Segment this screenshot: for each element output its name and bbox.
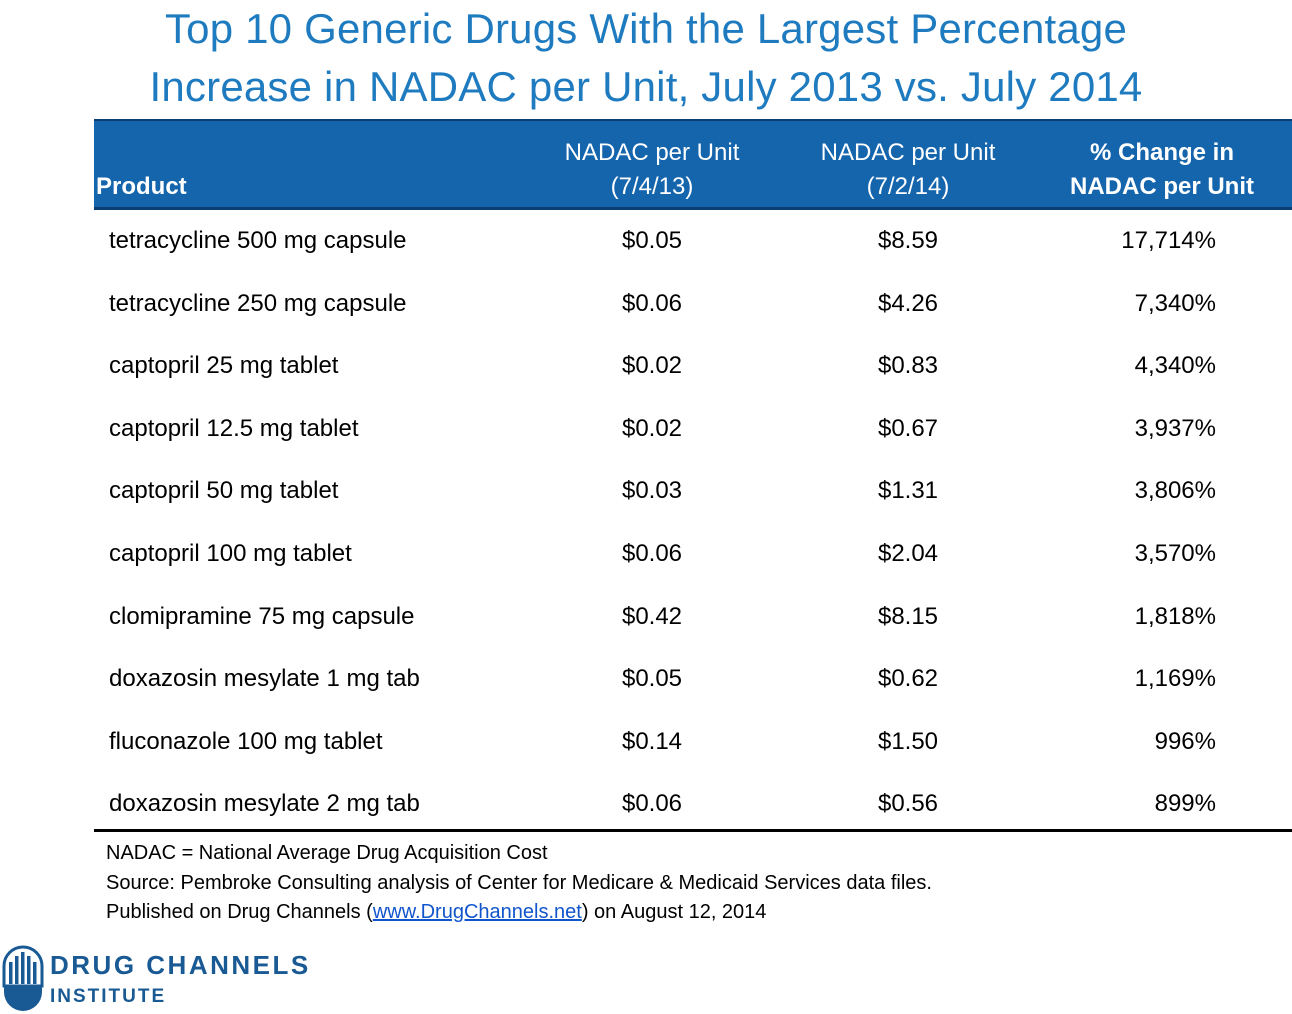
cell-nadac-2014: $8.15 (877, 602, 939, 630)
cell-nadac-2013: $0.06 (621, 289, 683, 317)
table-row: doxazosin mesylate 2 mg tab $0.06 $0.56 … (94, 773, 1292, 836)
cell-percent-change: 17,714% (1121, 227, 1216, 254)
cell-percent-change: 996% (1154, 727, 1216, 755)
definition-note: NADAC = National Average Drug Acquisitio… (106, 842, 548, 864)
header-nadac-2013: NADAC per Unit (7/4/13) (564, 139, 740, 200)
footnotes: NADAC = National Average Drug Acquisitio… (106, 839, 932, 928)
logo-subtitle: INSTITUTE (50, 986, 167, 1007)
cell-nadac-2013: $0.05 (621, 227, 683, 254)
cell-product: captopril 50 mg tablet (109, 477, 339, 505)
table-header: Product NADAC per Unit (7/4/13) NADAC pe… (94, 119, 1292, 210)
cell-percent-change: 1,169% (1134, 665, 1216, 693)
table-row: clomipramine 75 mg capsule $0.42 $8.15 1… (94, 586, 1292, 649)
cell-percent-change: 7,340% (1134, 289, 1216, 317)
cell-nadac-2013: $0.06 (621, 539, 683, 567)
cell-product: clomipramine 75 mg capsule (109, 602, 415, 630)
cell-product: captopril 100 mg tablet (109, 539, 352, 567)
cell-nadac-2013: $0.02 (621, 352, 683, 380)
cell-percent-change: 1,818% (1134, 602, 1216, 630)
cell-nadac-2014: $0.83 (877, 352, 939, 380)
cell-percent-change: 3,806% (1134, 477, 1216, 505)
cell-nadac-2013: $0.06 (621, 790, 683, 818)
table-row: captopril 100 mg tablet $0.06 $2.04 3,57… (94, 523, 1292, 586)
cell-nadac-2014: $0.56 (877, 790, 939, 818)
table-row: tetracycline 250 mg capsule $0.06 $4.26 … (94, 273, 1292, 336)
cell-product: doxazosin mesylate 1 mg tab (109, 665, 420, 693)
cell-product: tetracycline 500 mg capsule (109, 227, 407, 254)
table-row: doxazosin mesylate 1 mg tab $0.05 $0.62 … (94, 648, 1292, 711)
table-row: captopril 25 mg tablet $0.02 $0.83 4,340… (94, 335, 1292, 398)
cell-product: fluconazole 100 mg tablet (109, 727, 383, 755)
cell-product: doxazosin mesylate 2 mg tab (109, 790, 420, 818)
cell-nadac-2014: $8.59 (877, 227, 939, 254)
published-note: Published on Drug Channels (www.DrugChan… (106, 901, 767, 923)
cell-nadac-2013: $0.02 (621, 414, 683, 442)
cell-nadac-2013: $0.14 (621, 727, 683, 755)
title-line-1: Top 10 Generic Drugs With the Largest Pe… (164, 5, 1128, 52)
table-row: captopril 12.5 mg tablet $0.02 $0.67 3,9… (94, 398, 1292, 461)
cell-percent-change: 899% (1154, 790, 1216, 818)
cell-nadac-2014: $4.26 (877, 289, 939, 317)
cell-nadac-2014: $0.67 (877, 414, 939, 442)
cell-product: captopril 25 mg tablet (109, 352, 339, 380)
cell-nadac-2014: $1.50 (877, 727, 939, 755)
table-row: tetracycline 500 mg capsule $0.05 $8.59 … (94, 210, 1292, 273)
cell-percent-change: 3,937% (1134, 414, 1216, 442)
source-note: Source: Pembroke Consulting analysis of … (106, 871, 932, 894)
cell-product: tetracycline 250 mg capsule (109, 289, 407, 317)
cell-percent-change: 3,570% (1134, 539, 1216, 567)
cell-nadac-2014: $2.04 (877, 539, 939, 567)
title-line-2: Increase in NADAC per Unit, July 2013 vs… (149, 63, 1143, 110)
pill-capsule-icon (2, 945, 44, 1011)
drugchannels-link[interactable]: www.DrugChannels.net (372, 901, 582, 923)
table-bottom-rule (94, 829, 1292, 832)
header-nadac-2014: NADAC per Unit (7/2/14) (820, 139, 996, 200)
cell-percent-change: 4,340% (1134, 352, 1216, 380)
cell-nadac-2013: $0.42 (621, 602, 683, 630)
header-product: Product (96, 173, 187, 200)
table-row: fluconazole 100 mg tablet $0.14 $1.50 99… (94, 711, 1292, 774)
nadac-table: Product NADAC per Unit (7/4/13) NADAC pe… (94, 119, 1292, 836)
table-body: tetracycline 500 mg capsule $0.05 $8.59 … (94, 210, 1292, 836)
table-row: captopril 50 mg tablet $0.03 $1.31 3,806… (94, 460, 1292, 523)
cell-nadac-2013: $0.03 (621, 477, 683, 505)
cell-nadac-2014: $1.31 (877, 477, 939, 505)
logo-wordmark: DRUG CHANNELS (50, 950, 311, 980)
cell-product: captopril 12.5 mg tablet (109, 414, 359, 442)
page-title: Top 10 Generic Drugs With the Largest Pe… (0, 0, 1292, 116)
header-percent-change: % Change in NADAC per Unit (1070, 139, 1254, 200)
cell-nadac-2014: $0.62 (877, 665, 939, 693)
cell-nadac-2013: $0.05 (621, 665, 683, 693)
